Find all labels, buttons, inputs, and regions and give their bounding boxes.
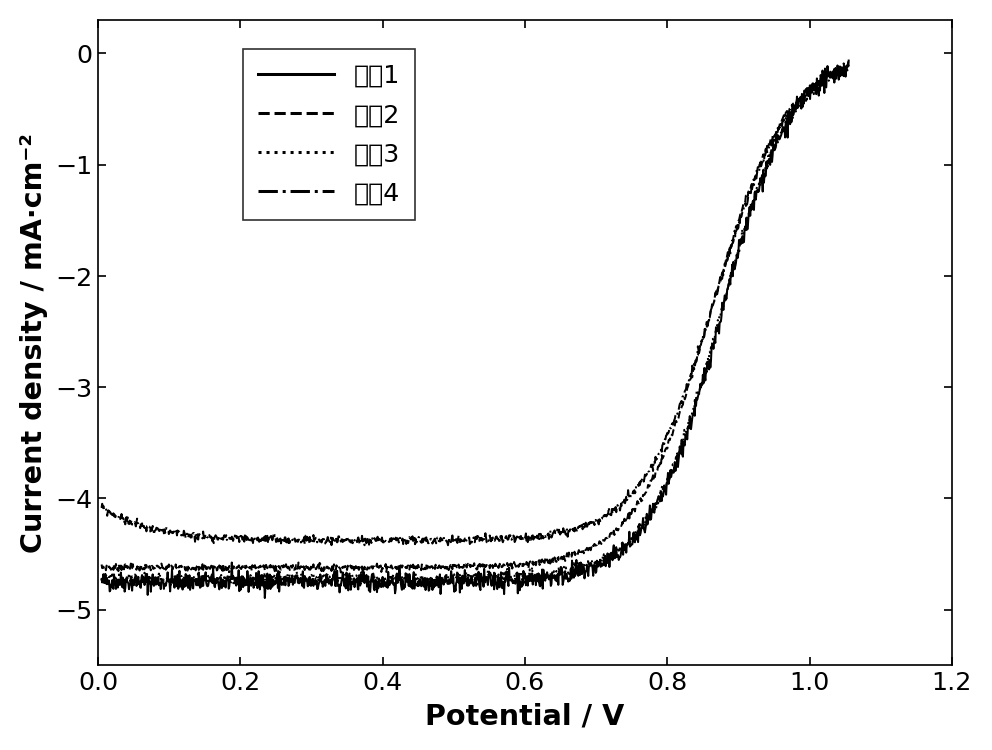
Y-axis label: Current density / mA·cm⁻²: Current density / mA·cm⁻² (20, 133, 49, 553)
X-axis label: Potential / V: Potential / V (426, 702, 624, 730)
Legend: 实例1, 实例2, 实例3, 实例4: 实例1, 实例2, 实例3, 实例4 (243, 49, 416, 220)
